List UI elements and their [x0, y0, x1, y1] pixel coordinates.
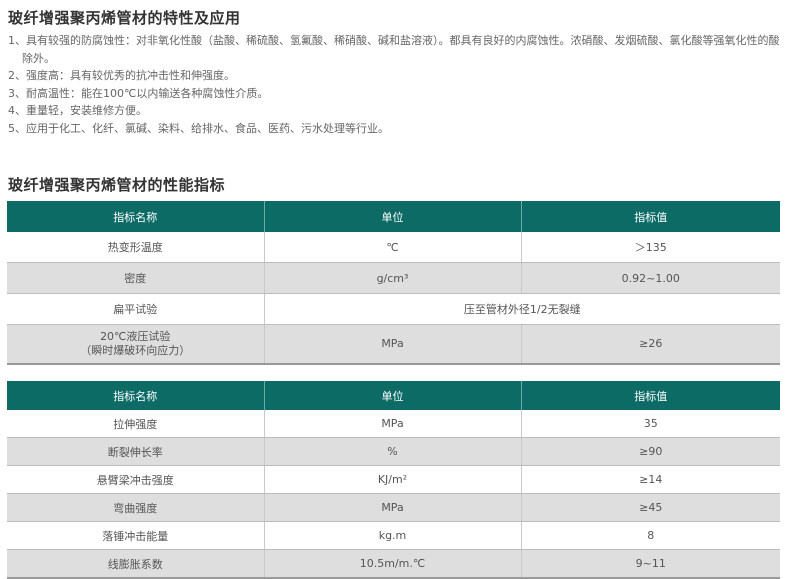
cell: MPa	[264, 324, 522, 365]
list-item: 2、强度高：具有较优秀的抗冲击性和伸强度。	[8, 69, 235, 82]
table-row: 拉伸强度 MPa 35	[7, 410, 780, 438]
cell: 压至管材外径1/2无裂缝	[264, 293, 780, 325]
cell: 35	[521, 410, 780, 438]
table-row: 热变形温度 ℃ ＞135	[7, 232, 780, 263]
cell: 20℃液压试验 （瞬时爆破环向应力）	[7, 324, 265, 365]
cell: MPa	[264, 493, 522, 522]
table-header: 指标名称 单位 指标值	[7, 201, 780, 232]
cell: ≥26	[521, 324, 780, 365]
header-name: 指标名称	[7, 381, 265, 410]
properties-list: 1、具有较强的防腐蚀性：对非氧化性酸（盐酸、稀硫酸、氢氟酸、稀硝酸、碱和盐溶液）…	[8, 32, 788, 137]
header-unit: 单位	[264, 381, 522, 410]
section-title-performance: 玻纤增强聚丙烯管材的性能指标	[8, 176, 226, 194]
cell: ≥14	[521, 465, 780, 494]
cell: 8	[521, 521, 780, 550]
table-row: 断裂伸长率% ≥90	[7, 437, 780, 466]
cell: 10.5m/m.℃	[264, 549, 522, 579]
cell: ≥90	[521, 437, 780, 466]
table-row: 扁平试验 压至管材外径1/2无裂缝	[7, 293, 780, 325]
table-row: 落锤冲击能量 kg.m 8	[7, 521, 780, 550]
cell: ≥45	[521, 493, 780, 522]
table-row: 悬臂梁冲击强度 KJ/m² ≥14	[7, 465, 780, 494]
cell: 密度	[7, 262, 265, 294]
header-value: 指标值	[521, 381, 780, 410]
cell: 悬臂梁冲击强度	[7, 465, 265, 494]
table-header: 指标名称 单位 指标值	[7, 381, 780, 410]
cell: 热变形温度	[7, 232, 265, 263]
cell: 9~11	[521, 549, 780, 579]
performance-table-1: 指标名称 单位 指标值 热变形温度 ℃ ＞135 密度 g/cm³ 0.92~1.00 …	[7, 201, 780, 365]
cell: kg.m	[264, 521, 522, 550]
list-item: 4、重量轻，安装维修方便。	[8, 104, 147, 117]
cell: 落锤冲击能量	[7, 521, 265, 550]
cell: ℃	[264, 232, 522, 263]
cell-line: 20℃液压试验	[100, 330, 171, 343]
cell: %	[264, 437, 522, 466]
cell: 扁平试验	[7, 293, 265, 325]
header-value: 指标值	[521, 201, 780, 232]
table-row: 线膨胀系数 10.5m/m.℃ 9~11	[7, 549, 780, 579]
cell: 拉伸强度	[7, 410, 265, 438]
cell: 断裂伸长率	[7, 437, 265, 466]
cell: ＞135	[521, 232, 780, 263]
list-item: 1、具有较强的防腐蚀性：对非氧化性酸（盐酸、稀硫酸、氢氟酸、稀硝酸、碱和盐溶液）…	[8, 34, 780, 65]
table-row: 20℃液压试验 （瞬时爆破环向应力） MPa ≥26	[7, 324, 780, 365]
cell: 0.92~1.00	[521, 262, 780, 294]
cell: 弯曲强度	[7, 493, 265, 522]
header-unit: 单位	[264, 201, 522, 232]
performance-table-2: 指标名称 单位 指标值 拉伸强度 MPa 35 断裂伸长率% ≥90 悬臂梁冲击强度 K…	[7, 381, 780, 579]
list-item: 5、应用于化工、化纤、氯碱、染料、给排水、食品、医药、污水处理等行业。	[8, 121, 389, 135]
table-row: 密度 g/cm³ 0.92~1.00	[7, 262, 780, 294]
section-title-properties: 玻纤增强聚丙烯管材的特性及应用	[8, 9, 241, 27]
cell: 线膨胀系数	[7, 549, 265, 579]
cell: KJ/m²	[264, 465, 522, 494]
list-item: 3、耐高温性：能在100℃以内输送各种腐蚀性介质。	[8, 86, 269, 100]
header-name: 指标名称	[7, 201, 265, 232]
cell: MPa	[264, 410, 522, 438]
table-row: 弯曲强度 MPa ≥45	[7, 493, 780, 522]
cell-line: （瞬时爆破环向应力）	[80, 344, 191, 357]
cell: g/cm³	[264, 262, 522, 294]
